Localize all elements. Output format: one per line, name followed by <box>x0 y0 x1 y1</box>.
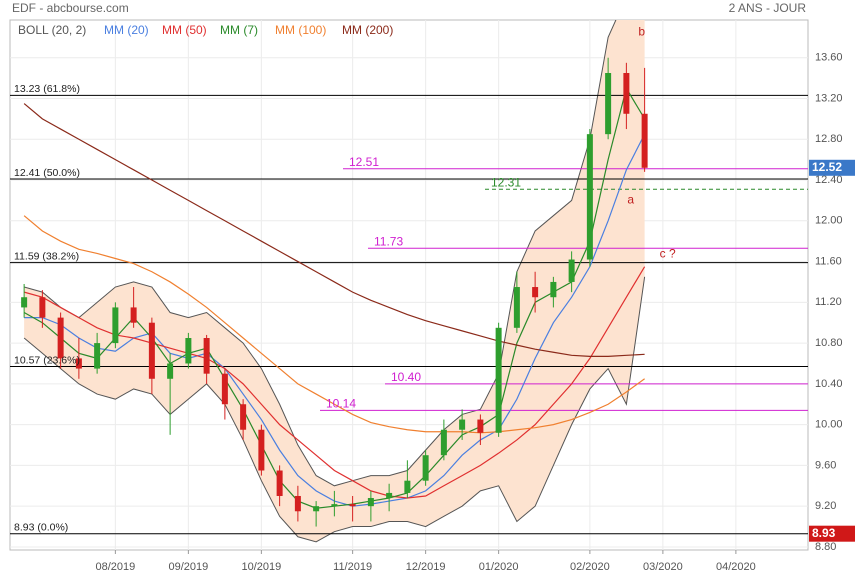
candle-body <box>94 343 101 369</box>
y-tick-label: 11.20 <box>815 296 842 308</box>
y-tick-label: 12.80 <box>815 133 843 145</box>
plot-frame <box>9 19 809 551</box>
candle-body <box>130 307 137 323</box>
candle-body <box>221 373 228 405</box>
level-label: 10.40 <box>391 370 421 384</box>
legend-entry: MM (100) <box>275 23 326 37</box>
candle-body <box>513 287 520 328</box>
x-tick-label: 11/2019 <box>333 561 372 573</box>
legend-entry: MM (200) <box>342 23 393 37</box>
candle-body <box>39 297 46 318</box>
fibo-label: 11.59 (38.2%) <box>14 250 79 262</box>
y-tick-label: 12.40 <box>815 174 843 186</box>
band-line <box>23 20 617 487</box>
y-tick-label: 12.00 <box>815 215 843 227</box>
candle-body <box>386 492 393 499</box>
candle-body <box>148 322 155 379</box>
candle-body <box>459 419 466 430</box>
legend-entry: MM (20) <box>104 23 149 37</box>
x-tick-label: 12/2019 <box>406 561 446 573</box>
fibo-label: 10.57 (23.6%) <box>14 354 80 366</box>
legend-entry: MM (7) <box>220 23 258 37</box>
candle-body <box>477 419 484 433</box>
candle-body <box>404 480 411 493</box>
candle-body <box>623 73 630 114</box>
y-tick-label: 10.40 <box>815 378 843 390</box>
candle-body <box>495 327 502 433</box>
candle-body <box>605 73 612 135</box>
x-tick-label: 03/2020 <box>643 561 683 573</box>
candle-body <box>586 134 593 260</box>
candle-body <box>422 455 429 481</box>
candle-body <box>276 470 283 496</box>
fibo-label: 13.23 (61.8%) <box>14 83 80 95</box>
band-line <box>23 276 646 543</box>
x-tick-label: 04/2020 <box>716 561 756 573</box>
candle-body <box>21 297 28 308</box>
candle-body <box>349 504 356 507</box>
candle-body <box>185 338 192 364</box>
candle-body <box>331 504 338 507</box>
price-tag <box>809 525 855 542</box>
candle-body <box>313 506 320 512</box>
price-tag-label: 12.52 <box>812 160 842 174</box>
fibo-label: 8.93 (0.0%) <box>14 521 68 533</box>
candle-body <box>57 317 64 359</box>
x-tick-label: 01/2020 <box>479 561 519 573</box>
price-tag-label: 8.93 <box>812 526 836 540</box>
legend-entry: MM (50) <box>162 23 207 37</box>
price-tag <box>809 159 855 176</box>
y-tick-label: 8.80 <box>815 541 836 553</box>
y-tick-label: 9.20 <box>815 500 836 512</box>
level-label: 11.73 <box>374 234 403 248</box>
x-tick-label: 10/2019 <box>241 561 281 573</box>
x-tick-label: 02/2020 <box>570 561 610 573</box>
candle-body <box>75 358 82 369</box>
chart-title: EDF - abcbourse.com <box>12 1 129 15</box>
y-tick-label: 13.20 <box>815 92 843 104</box>
plot <box>10 20 808 550</box>
candle-body <box>294 495 301 512</box>
candle-body <box>641 113 648 168</box>
candle-body <box>367 498 374 507</box>
candle-body <box>203 338 210 374</box>
candle-body <box>532 287 539 298</box>
candle-body <box>550 281 557 298</box>
support-label: 12.31 <box>491 175 521 189</box>
candle-body <box>167 363 174 379</box>
candle-body <box>240 404 247 430</box>
annotation: b <box>638 24 645 38</box>
level-label: 10.14 <box>326 397 356 411</box>
period: 2 ANS - JOUR <box>729 1 807 15</box>
x-tick-label: 09/2019 <box>168 561 208 573</box>
y-tick-label: 10.00 <box>815 419 843 431</box>
candle-body <box>568 259 575 282</box>
level-label: 12.51 <box>349 155 379 169</box>
ma-line <box>23 103 645 357</box>
y-tick-label: 9.60 <box>815 459 836 471</box>
y-tick-label: 11.60 <box>815 255 842 267</box>
annotation: a <box>627 193 634 207</box>
candle-body <box>440 429 447 456</box>
legend-entry: BOLL (20, 2) <box>18 23 86 37</box>
candle-body <box>258 429 265 471</box>
candle-body <box>112 307 119 344</box>
ma-line <box>23 215 645 434</box>
annotation: c ? <box>660 247 676 261</box>
fibo-label: 12.41 (50.0%) <box>14 167 80 179</box>
y-tick-label: 13.60 <box>815 52 843 64</box>
ma-line <box>23 266 646 499</box>
band-fill <box>24 20 645 542</box>
y-tick-label: 10.80 <box>815 337 843 349</box>
x-tick-label: 08/2019 <box>95 561 135 573</box>
